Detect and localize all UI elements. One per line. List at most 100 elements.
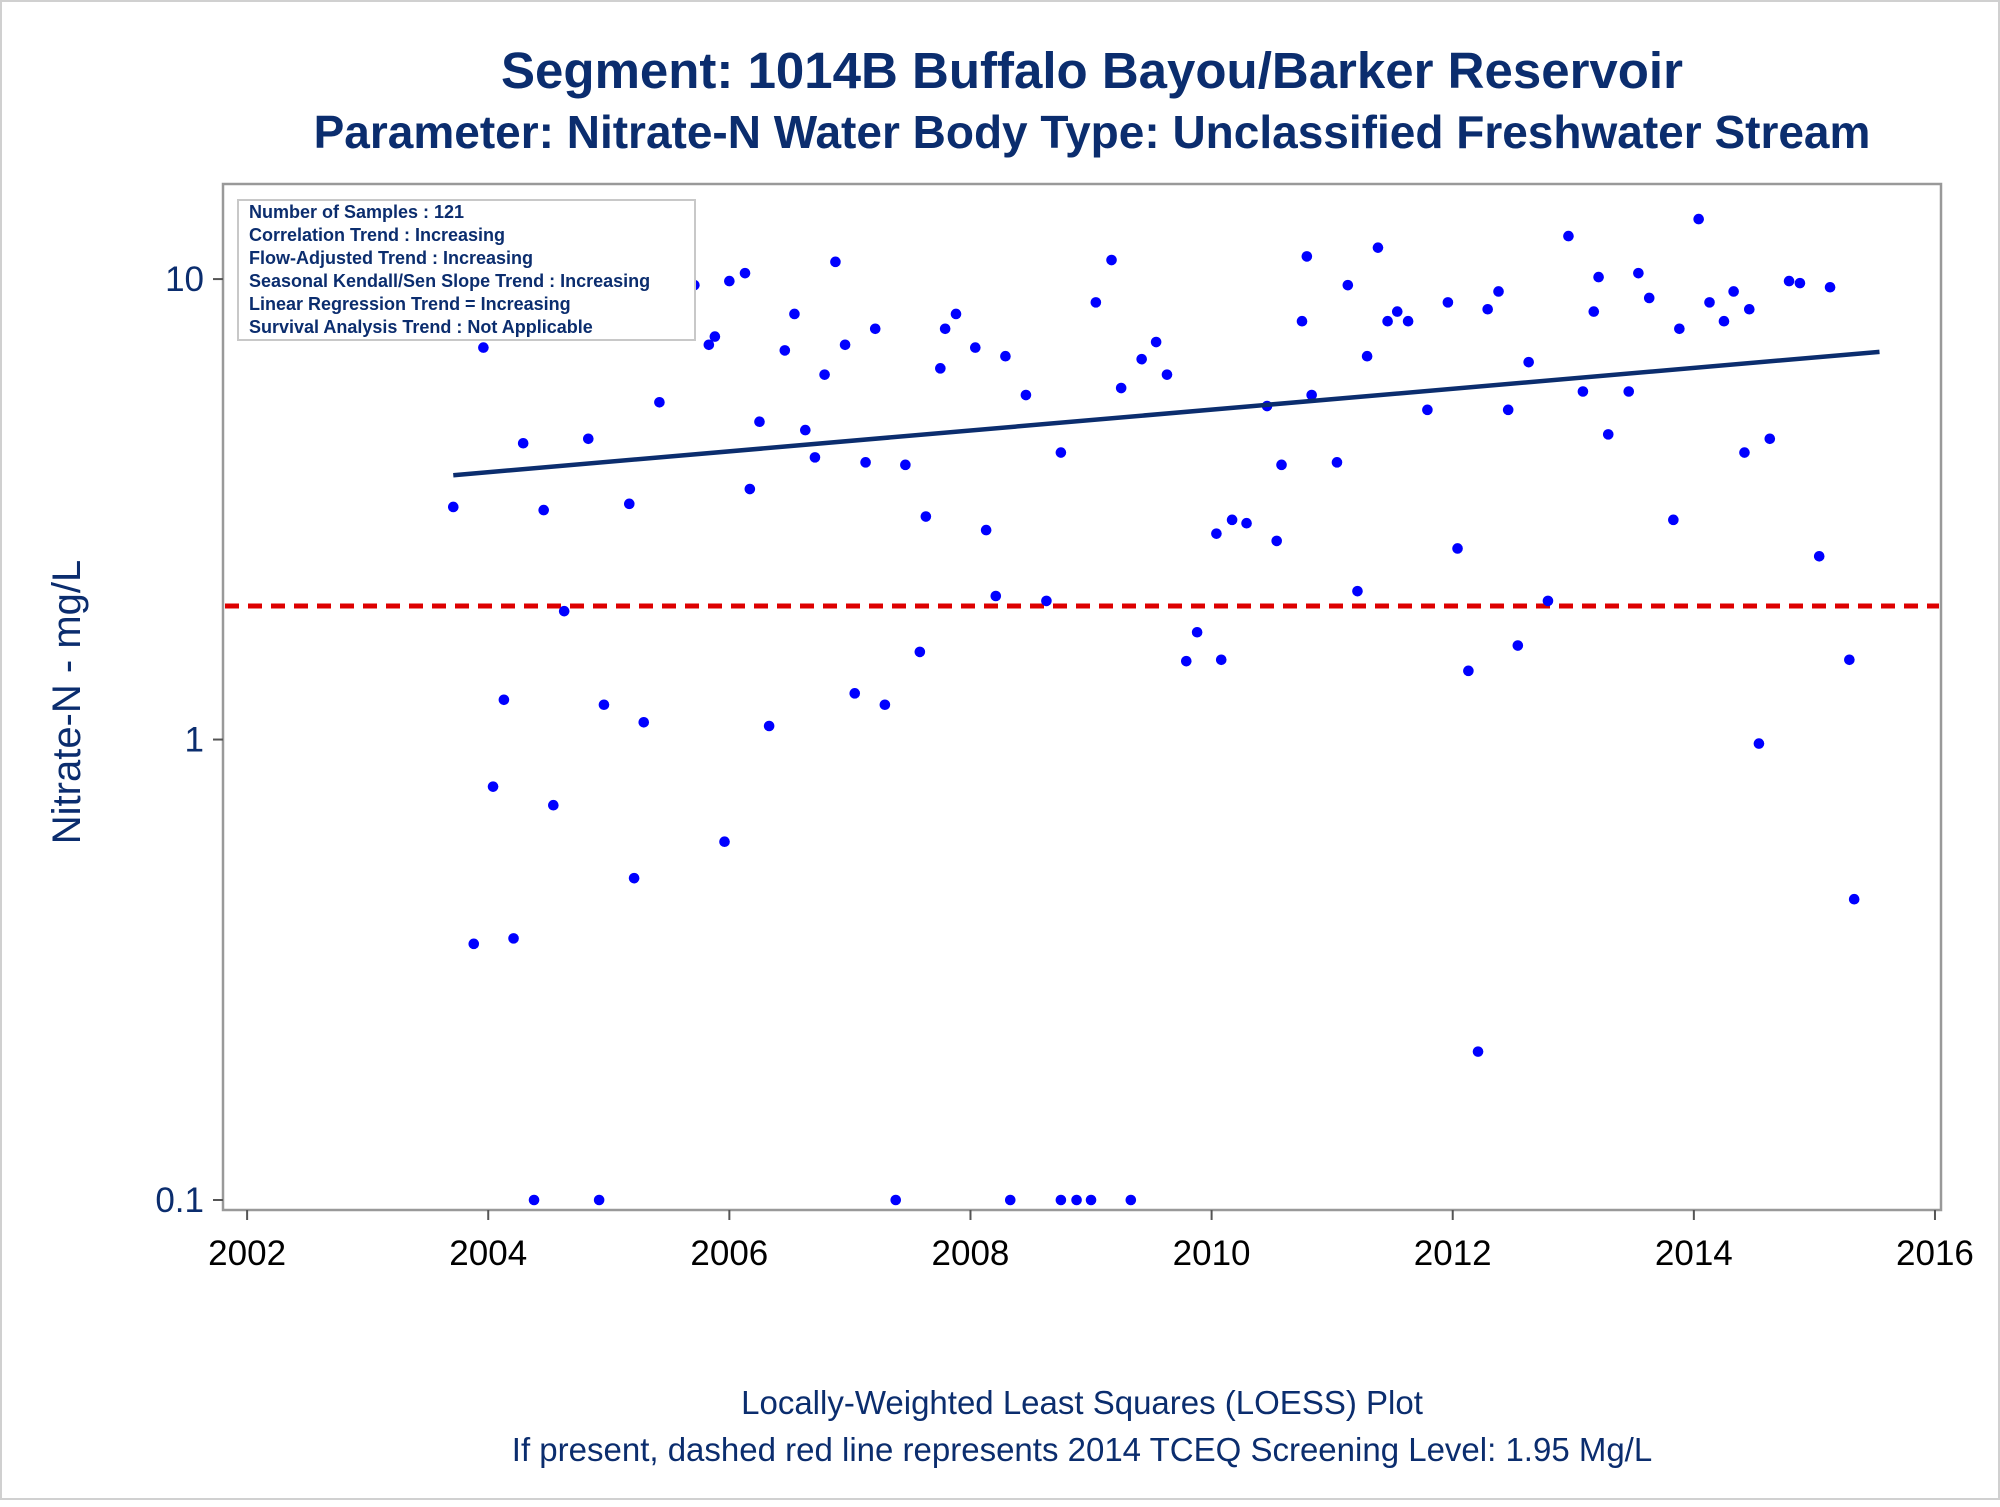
data-point	[849, 688, 861, 699]
data-point	[583, 433, 594, 445]
data-point	[980, 524, 992, 536]
data-point	[1643, 292, 1655, 304]
data-point	[1215, 654, 1227, 666]
data-point	[1542, 595, 1554, 607]
data-point	[739, 267, 751, 279]
data-point	[789, 308, 800, 320]
data-point	[1071, 1194, 1082, 1206]
data-point	[1668, 514, 1679, 526]
data-point	[1502, 404, 1514, 416]
data-point	[703, 339, 715, 351]
data-point	[1472, 1046, 1484, 1057]
data-point	[990, 590, 1002, 602]
y-tick-label: 0.1	[155, 1181, 204, 1220]
data-point	[1150, 336, 1162, 348]
data-point	[1125, 1194, 1137, 1206]
chart-title: Segment: 1014B Buffalo Bayou/Barker Rese…	[501, 42, 1683, 99]
data-point	[809, 452, 821, 463]
data-point	[1482, 303, 1493, 315]
data-point	[1693, 213, 1704, 225]
data-point	[1764, 433, 1776, 445]
data-point	[1004, 1194, 1016, 1206]
x-tick-label: 2004	[449, 1234, 527, 1273]
data-point	[1271, 535, 1283, 547]
data-point	[914, 646, 926, 658]
data-point	[1523, 356, 1534, 368]
data-point	[1463, 665, 1474, 677]
data-point	[1744, 303, 1755, 315]
data-point	[1422, 404, 1433, 416]
data-point	[654, 397, 665, 408]
data-point	[1442, 297, 1454, 308]
data-point	[754, 416, 765, 428]
y-tick-label: 10	[165, 260, 204, 299]
data-point	[1794, 277, 1806, 289]
data-point	[719, 836, 730, 847]
data-point	[1055, 447, 1067, 458]
data-point	[1813, 551, 1825, 562]
footnote-loess: Locally-Weighted Least Squares (LOESS) P…	[741, 1384, 1423, 1421]
data-point	[1391, 306, 1403, 317]
data-point	[939, 323, 951, 335]
info-box: Number of Samples : 121 Correlation Tren…	[237, 199, 696, 341]
data-point	[830, 256, 841, 268]
data-point	[879, 699, 891, 711]
data-point	[1577, 386, 1589, 397]
data-point	[1593, 271, 1604, 283]
trend-line	[453, 349, 1880, 478]
data-point	[763, 720, 775, 732]
data-point	[498, 694, 510, 706]
data-point	[1301, 251, 1313, 262]
info-line-correlation: Correlation Trend : Increasing	[249, 225, 505, 245]
chart-subtitle: Parameter: Nitrate-N Water Body Type: Un…	[314, 106, 1871, 158]
data-point	[528, 1194, 540, 1206]
data-point	[1753, 738, 1765, 749]
info-line-samples: Number of Samples : 121	[249, 202, 464, 222]
data-point	[1276, 459, 1287, 471]
data-point	[869, 323, 881, 335]
data-point	[1848, 893, 1860, 905]
data-point	[1180, 655, 1192, 667]
data-point	[1739, 447, 1750, 458]
data-point	[860, 457, 871, 468]
data-point	[623, 498, 635, 510]
data-point	[950, 308, 962, 320]
data-point	[1728, 286, 1739, 297]
data-point	[1602, 429, 1614, 440]
data-point	[1106, 254, 1117, 266]
data-point	[900, 459, 911, 471]
data-point	[1633, 267, 1644, 279]
info-line-flow-adjusted: Flow-Adjusted Trend : Increasing	[249, 248, 533, 268]
footnote-screening-level: If present, dashed red line represents 2…	[512, 1431, 1652, 1468]
info-line-seasonal-kendall: Seasonal Kendall/Sen Slope Trend : Incre…	[249, 271, 650, 291]
data-point	[1000, 350, 1011, 362]
data-point	[1241, 517, 1252, 529]
data-point	[1211, 528, 1222, 539]
data-point	[744, 483, 756, 495]
data-point	[638, 717, 650, 728]
data-point	[1512, 640, 1524, 651]
data-point	[478, 342, 489, 353]
data-point	[709, 331, 721, 342]
data-point	[548, 799, 559, 811]
x-axis: 2002 2004 2006 2008 2010 2012 2014 2016	[208, 1210, 1974, 1273]
data-point	[508, 933, 519, 944]
data-point	[1352, 585, 1363, 597]
x-tick-label: 2014	[1655, 1234, 1733, 1273]
data-point	[1161, 369, 1173, 380]
data-point	[1452, 543, 1463, 554]
data-point	[839, 339, 851, 351]
data-point	[517, 437, 529, 449]
data-point	[970, 342, 981, 353]
x-tick-label: 2002	[208, 1234, 286, 1273]
data-point	[1372, 242, 1384, 253]
data-point	[1704, 297, 1715, 308]
info-line-survival: Survival Analysis Trend : Not Applicable	[249, 317, 593, 337]
data-point	[819, 369, 830, 380]
data-point	[1115, 382, 1127, 394]
y-axis: 0.1 1 10	[155, 260, 223, 1220]
data-point	[1136, 353, 1147, 365]
data-point	[920, 511, 932, 522]
